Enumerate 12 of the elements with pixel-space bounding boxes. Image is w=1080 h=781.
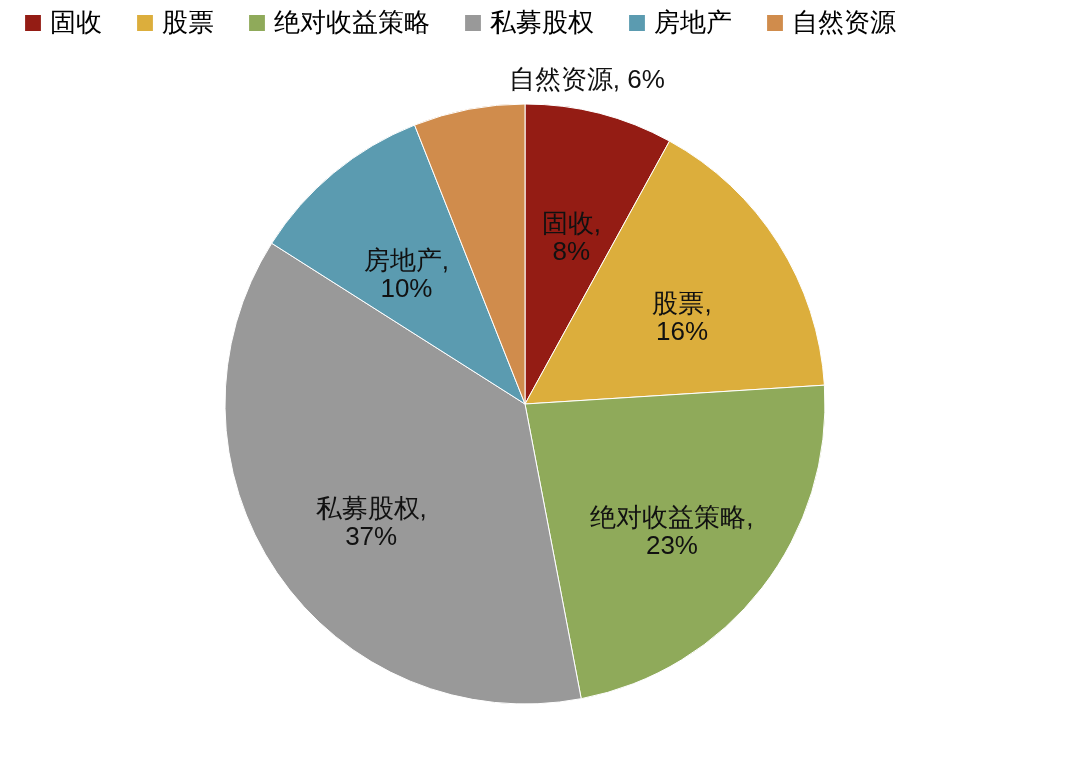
legend-label: 自然资源 [792,7,896,37]
data-label: 绝对收益策略, 23% [590,502,754,560]
legend-label: 固收 [50,7,102,37]
data-label: 房地产, 10% [363,244,450,303]
data-label: 固收, 8% [541,207,601,266]
data-label: 私募股权, 37% [315,492,427,551]
data-label: 股票, 16% [652,288,712,347]
legend-label: 绝对收益策略 [274,7,430,37]
legend-label: 股票 [162,7,214,37]
legend-label: 房地产 [654,7,732,37]
legend-label: 私募股权 [490,7,594,37]
data-label: 自然资源, 6% [508,63,665,94]
